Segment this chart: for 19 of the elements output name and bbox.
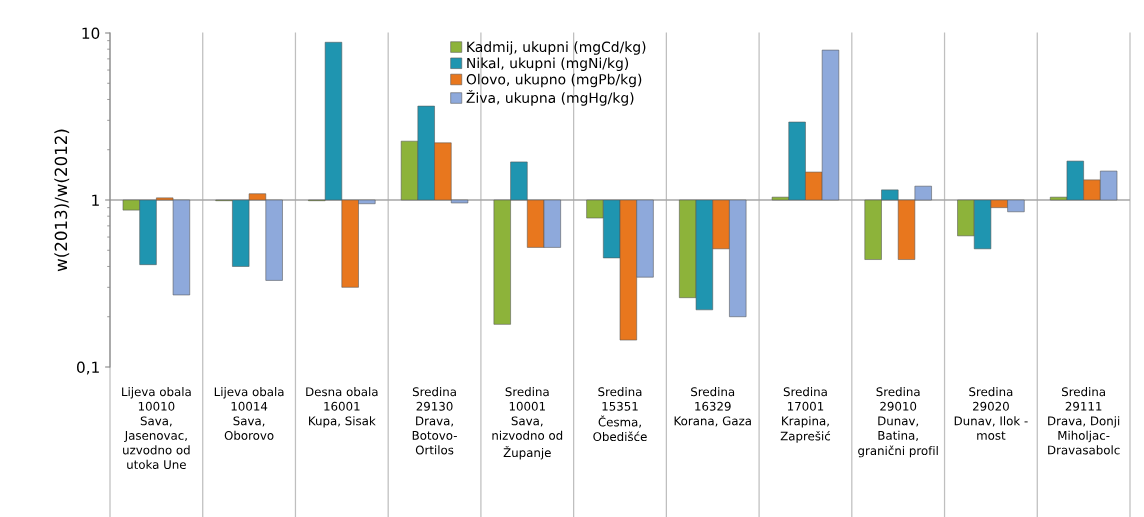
y-axis-title: w(2013)/w(2012) — [54, 129, 70, 272]
x-tick-label: Sredina 29020 Dunav, Ilok - most — [954, 387, 1028, 440]
legend-label: Nikal, ukupni (mgNi/kg) — [467, 57, 629, 71]
legend-label: Olovo, ukupno (mgPb/kg) — [466, 73, 642, 88]
x-tick-label: Sredina 29111 Drava, Donji Miholjac- Dravasabolc — [1048, 387, 1120, 455]
x-tick-label: Desna obala 16001 Kupa, Sisak — [306, 387, 378, 428]
x-tick-label: Sredina 10001 Sava, nizvodno od Županje — [492, 387, 563, 460]
y-tick-label: 0,1 — [76, 361, 99, 375]
x-tick-label: Sredina 15351 Česma, Obedišće — [593, 387, 647, 442]
legend-label: Živa, ukupna (mgHg/kg) — [466, 89, 634, 106]
x-tick-label: Sredina 29010 Dunav, Batina, granični profil — [858, 387, 938, 458]
x-tick-label: Sredina 17001 Krapina, Zaprešić — [780, 387, 831, 443]
x-tick-label: Sredina 29130 Drava, Botovo- Ortilos — [412, 387, 457, 455]
x-tick-label: Lijeva obala 10014 Sava, Oborovo — [214, 387, 284, 440]
y-tick-label: 10 — [82, 27, 100, 40]
x-tick-label: Sredina 16329 Korana, Gaza — [674, 387, 751, 427]
y-tick-label: 1 — [92, 194, 99, 206]
legend-label: Kadmij, ukupni (mgCd/kg) — [467, 41, 646, 55]
x-tick-label: Lijeva obala 10010 Sava, Jasenovac, uzvodno od utoka Une — [122, 387, 191, 469]
